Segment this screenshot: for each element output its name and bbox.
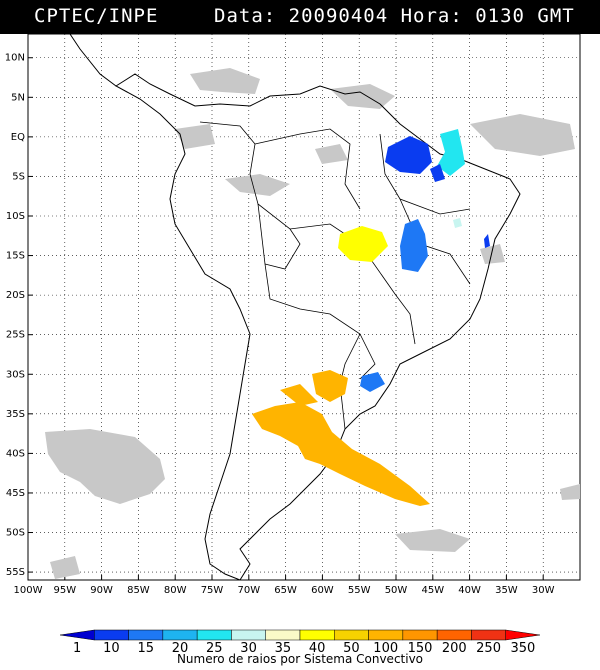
colorbar-label: 35 bbox=[275, 641, 292, 656]
colorbar-swatch bbox=[402, 629, 438, 641]
lon-tick-label: 30W bbox=[532, 585, 555, 596]
system-maranhao bbox=[437, 129, 465, 176]
colorbar-swatch bbox=[231, 629, 266, 641]
colorbar-label: 150 bbox=[408, 641, 433, 656]
system-goias bbox=[338, 226, 388, 262]
lat-tick-label: 35S bbox=[6, 409, 25, 420]
datetime-label: Data: 20090404 Hora: 0130 GMT bbox=[214, 5, 575, 27]
convective-systems bbox=[252, 129, 490, 506]
colorbar-label: 250 bbox=[476, 641, 501, 656]
colorbar-swatch bbox=[94, 629, 129, 641]
lon-tick-label: 40W bbox=[458, 585, 481, 596]
colorbar-swatch bbox=[505, 629, 541, 641]
colorbar-label: 1 bbox=[73, 641, 81, 656]
colorbar-swatch bbox=[59, 629, 95, 641]
system-uruguay bbox=[360, 372, 385, 392]
lat-tick-label: EQ bbox=[11, 132, 25, 143]
cloud-patch bbox=[395, 529, 470, 552]
lon-tick-label: 70W bbox=[237, 585, 260, 596]
lon-tick-label: 95W bbox=[53, 585, 76, 596]
lat-tick-label: 5S bbox=[12, 171, 25, 182]
source-label: CPTEC/INPE bbox=[34, 5, 159, 27]
colorbar-label: 50 bbox=[343, 641, 360, 656]
colorbar-label: 20 bbox=[172, 641, 189, 656]
border-line bbox=[264, 228, 301, 270]
colorbar-labels: 1 10 15 20 25 30 35 40 50 100 150 200 250 350 bbox=[73, 641, 535, 656]
system-amapa-para bbox=[385, 136, 432, 174]
lat-tick-label: 40S bbox=[6, 448, 25, 459]
border-line bbox=[399, 198, 471, 285]
lat-tick-label: 55S bbox=[6, 567, 25, 578]
axis-ticks: 10N 5N EQ 5S 10S 15S 20S 25S 30S 35S 40S 45S 50S 55S 1… bbox=[5, 53, 555, 596]
system-coast-small bbox=[484, 234, 490, 248]
colorbar-label: 30 bbox=[240, 641, 257, 656]
colorbar-label: 10 bbox=[103, 641, 120, 656]
colorbar-swatch bbox=[128, 629, 164, 641]
cloud-patch bbox=[45, 429, 165, 504]
colorbar-swatch bbox=[265, 629, 301, 641]
colorbar-label: 200 bbox=[442, 641, 467, 656]
lat-tick-label: 45S bbox=[6, 488, 25, 499]
lon-tick-label: 80W bbox=[164, 585, 187, 596]
colorbar-swatch bbox=[368, 629, 404, 641]
lat-tick-label: 10S bbox=[6, 211, 25, 222]
colorbar-swatch bbox=[299, 629, 335, 641]
colorbar-swatch bbox=[196, 629, 232, 641]
system-tiny bbox=[453, 218, 462, 228]
lat-tick-label: 15S bbox=[6, 251, 25, 262]
colorbar-title: Numero de raios por Sistema Convectivo bbox=[176, 652, 424, 666]
colorbar-label: 15 bbox=[137, 641, 154, 656]
lat-tick-label: 5N bbox=[11, 92, 25, 103]
system-argentina-band bbox=[252, 402, 430, 506]
cloud-patch bbox=[225, 174, 290, 196]
system-maranhao-small bbox=[430, 164, 445, 182]
colorbar-label: 40 bbox=[309, 641, 326, 656]
colorbar-label: 25 bbox=[206, 641, 223, 656]
system-bahia bbox=[400, 219, 428, 272]
cloud-patch bbox=[470, 114, 575, 156]
map-header: CPTEC/INPE Data: 20090404 Hora: 0130 GMT bbox=[0, 0, 600, 34]
cloud-patch bbox=[190, 68, 260, 94]
lon-tick-label: 65W bbox=[274, 585, 297, 596]
colorbar-swatch bbox=[162, 629, 198, 641]
system-uruguay-border bbox=[312, 370, 348, 402]
borders bbox=[199, 121, 471, 430]
central-america-outline bbox=[69, 34, 117, 87]
system-argentina-north bbox=[280, 384, 318, 406]
colorbar bbox=[59, 629, 541, 641]
colorbar-swatch bbox=[436, 629, 472, 641]
border-line bbox=[257, 203, 376, 380]
lon-tick-label: 50W bbox=[385, 585, 408, 596]
lightning-map: 10N 5N EQ 5S 10S 15S 20S 25S 30S 35S 40S 45S 50S 55S 1… bbox=[5, 34, 581, 656]
lon-tick-label: 90W bbox=[90, 585, 113, 596]
colorbar-label: 350 bbox=[510, 641, 535, 656]
cloud-patch bbox=[480, 244, 505, 264]
colorbar-label: 100 bbox=[373, 641, 398, 656]
cloud-patch bbox=[315, 144, 348, 164]
border-line bbox=[339, 333, 361, 430]
cloud-patch bbox=[560, 484, 580, 500]
lat-tick-label: 30S bbox=[6, 369, 25, 380]
cloud-patch bbox=[175, 124, 215, 149]
lon-tick-label: 75W bbox=[201, 585, 224, 596]
lat-tick-label: 10N bbox=[5, 53, 25, 64]
lon-tick-label: 60W bbox=[311, 585, 334, 596]
lon-tick-label: 100W bbox=[14, 585, 43, 596]
lon-tick-label: 85W bbox=[127, 585, 150, 596]
cloud-patch bbox=[50, 556, 80, 579]
lon-tick-label: 35W bbox=[495, 585, 518, 596]
lat-tick-label: 20S bbox=[6, 290, 25, 301]
lat-tick-label: 25S bbox=[6, 330, 25, 341]
lat-tick-label: 50S bbox=[6, 528, 25, 539]
border-line bbox=[254, 128, 361, 210]
colorbar-swatch bbox=[334, 629, 369, 641]
lon-tick-label: 55W bbox=[348, 585, 371, 596]
lon-tick-label: 45W bbox=[421, 585, 444, 596]
colorbar-swatch bbox=[471, 629, 506, 641]
